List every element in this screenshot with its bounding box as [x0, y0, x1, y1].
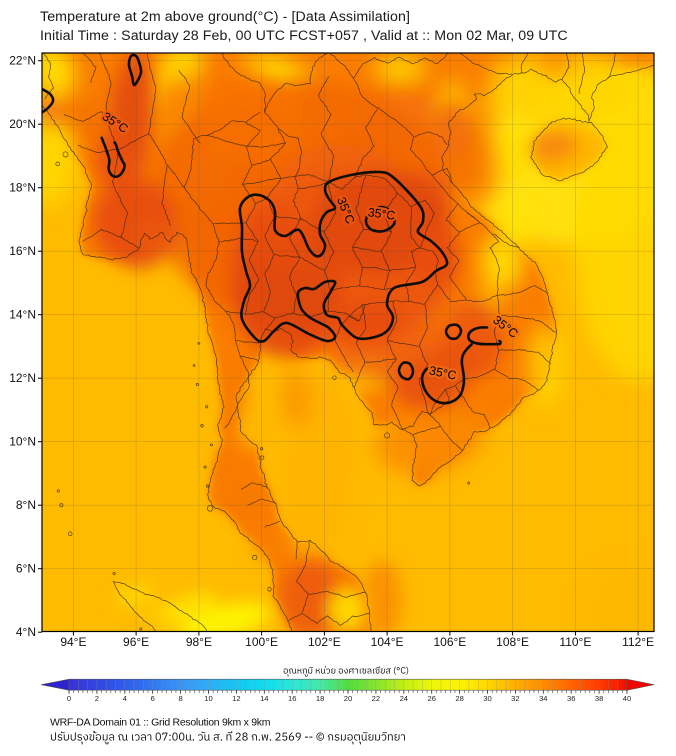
svg-text:112°E: 112°E [622, 635, 654, 649]
svg-text:20: 20 [344, 694, 352, 703]
svg-text:35°C: 35°C [367, 205, 396, 223]
svg-text:24: 24 [400, 694, 408, 703]
svg-text:10°N: 10°N [9, 435, 36, 449]
svg-text:35°C: 35°C [428, 363, 458, 382]
svg-text:94°E: 94°E [60, 635, 86, 649]
svg-text:8°N: 8°N [16, 498, 36, 512]
svg-text:Temperature at 2m above ground: Temperature at 2m above ground(°C) - [Da… [40, 9, 410, 25]
svg-text:14°N: 14°N [9, 308, 36, 322]
svg-text:6: 6 [151, 694, 155, 703]
svg-text:34: 34 [539, 694, 547, 703]
svg-text:12: 12 [232, 694, 240, 703]
svg-text:40: 40 [623, 694, 631, 703]
svg-text:18°N: 18°N [9, 181, 36, 195]
svg-text:10: 10 [204, 694, 212, 703]
svg-text:104°E: 104°E [371, 635, 404, 649]
svg-text:100°E: 100°E [245, 635, 278, 649]
svg-text:102°E: 102°E [308, 635, 341, 649]
svg-text:35°C: 35°C [367, 205, 396, 223]
svg-text:WRF-DA Domain 01 :: Grid Resol: WRF-DA Domain 01 :: Grid Resolution 9km … [50, 717, 271, 729]
svg-text:Initial Time : Saturday 28 Feb: Initial Time : Saturday 28 Feb, 00 UTC F… [40, 28, 568, 44]
svg-text:38: 38 [595, 694, 603, 703]
svg-text:110°E: 110°E [559, 635, 591, 649]
svg-text:20°N: 20°N [9, 117, 36, 131]
svg-text:0: 0 [67, 694, 71, 703]
svg-text:6°N: 6°N [16, 562, 36, 576]
svg-text:22: 22 [372, 694, 380, 703]
svg-text:98°E: 98°E [186, 635, 212, 649]
svg-text:106°E: 106°E [433, 635, 466, 649]
svg-text:32: 32 [511, 694, 519, 703]
svg-text:28: 28 [455, 694, 463, 703]
svg-text:108°E: 108°E [496, 635, 529, 649]
svg-text:4°N: 4°N [16, 625, 36, 639]
svg-text:22°N: 22°N [9, 54, 36, 68]
svg-text:96°E: 96°E [123, 635, 149, 649]
svg-text:16°N: 16°N [9, 244, 36, 258]
svg-text:8: 8 [178, 694, 182, 703]
svg-text:12°N: 12°N [9, 371, 36, 385]
svg-text:14: 14 [260, 694, 268, 703]
svg-text:16: 16 [288, 694, 296, 703]
svg-text:26: 26 [427, 694, 435, 703]
svg-text:2: 2 [95, 694, 99, 703]
svg-text:36: 36 [567, 694, 575, 703]
svg-text:18: 18 [316, 694, 324, 703]
svg-text:30: 30 [483, 694, 491, 703]
svg-text:4: 4 [123, 694, 127, 703]
